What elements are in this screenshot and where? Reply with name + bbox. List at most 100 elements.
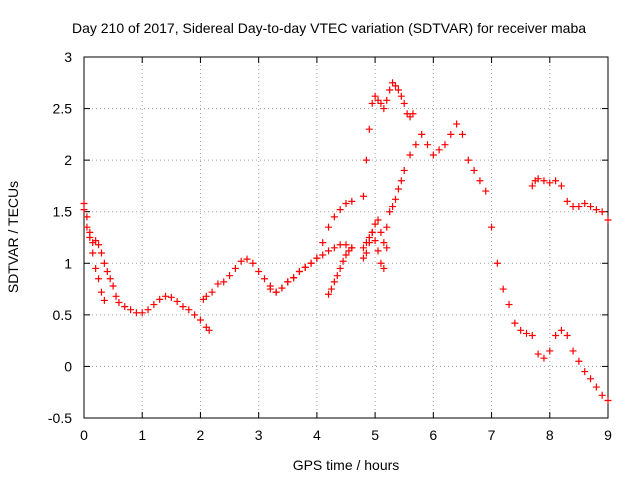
data-point (333, 272, 341, 280)
x-tick-label: 3 (255, 427, 263, 443)
data-point (173, 297, 181, 305)
data-point (220, 278, 228, 286)
data-point (374, 247, 382, 255)
data-point (374, 216, 382, 224)
data-point (470, 166, 478, 174)
data-point (534, 175, 542, 183)
data-point (162, 292, 170, 300)
data-point (435, 146, 443, 154)
data-point (598, 391, 606, 399)
data-point (493, 259, 501, 267)
data-point (208, 288, 216, 296)
data-point (325, 290, 333, 298)
data-point (546, 179, 554, 187)
data-point (505, 301, 513, 309)
data-point (380, 239, 388, 247)
y-tick-label: -0.5 (48, 410, 72, 426)
data-point (348, 197, 356, 205)
data-point (121, 303, 129, 311)
data-point (214, 280, 222, 288)
data-point (592, 206, 600, 214)
data-point (336, 264, 344, 272)
data-point (540, 177, 548, 185)
data-point (80, 206, 88, 214)
x-axis-label: GPS time / hours (293, 457, 400, 473)
data-point (330, 213, 338, 221)
data-point (522, 329, 530, 337)
data-point (604, 216, 612, 224)
data-point (95, 241, 103, 249)
data-point (540, 354, 548, 362)
data-point (202, 292, 210, 300)
data-point (115, 298, 123, 306)
series-track-g (359, 120, 612, 404)
data-point (464, 156, 472, 164)
data-point (278, 284, 286, 292)
data-point (552, 177, 560, 185)
data-point (150, 301, 158, 309)
data-point (284, 278, 292, 286)
data-point (569, 347, 577, 355)
data-point (103, 268, 111, 276)
data-point (391, 195, 399, 203)
x-tick-label: 0 (80, 427, 88, 443)
data-point (365, 234, 373, 241)
series-track-b (80, 206, 213, 334)
data-point (362, 249, 370, 257)
data-point (400, 99, 408, 107)
data-point (249, 259, 257, 267)
data-point (179, 303, 187, 311)
data-point (391, 82, 399, 90)
data-point (377, 99, 385, 107)
data-point (92, 264, 100, 272)
data-point (397, 177, 405, 185)
y-tick-label: 3 (64, 49, 72, 65)
x-tick-label: 7 (488, 427, 496, 443)
data-point (86, 234, 94, 241)
data-point (359, 254, 367, 262)
data-point (447, 130, 455, 138)
data-points (80, 79, 612, 404)
data-point (383, 223, 391, 231)
series-track-h (359, 228, 391, 272)
data-point (319, 251, 327, 259)
data-point (412, 141, 420, 149)
data-point (409, 110, 417, 118)
data-point (313, 254, 321, 262)
data-point (109, 282, 117, 290)
data-point (581, 368, 589, 376)
data-point (397, 92, 405, 100)
data-point (330, 244, 338, 252)
data-point (528, 331, 536, 339)
data-point (488, 223, 496, 231)
data-point (380, 105, 388, 113)
data-point (575, 203, 583, 211)
data-point (272, 288, 280, 296)
data-point (97, 249, 105, 257)
data-point (83, 223, 91, 231)
data-point (441, 141, 449, 149)
data-point (301, 263, 309, 271)
data-point (453, 120, 461, 128)
data-point (342, 241, 350, 249)
data-point (371, 220, 379, 228)
data-point (260, 275, 268, 283)
data-point (127, 306, 135, 314)
data-point (295, 268, 303, 276)
data-point (581, 199, 589, 207)
data-point (598, 208, 606, 216)
data-point (325, 247, 333, 255)
plot-frame (83, 56, 609, 419)
data-point (394, 86, 402, 94)
x-tick-label: 1 (138, 427, 146, 443)
data-point (342, 199, 350, 207)
data-point (383, 96, 391, 104)
axis-ticks: 0 1 2 3 4 5 6 7 8 9 -0.5 0 0.5 1 1.5 2 2.5 3 (48, 49, 612, 443)
data-point (339, 257, 347, 265)
data-point (307, 259, 315, 267)
series-track-f (359, 79, 417, 200)
y-tick-label: 0.5 (53, 307, 73, 323)
data-point (377, 228, 385, 236)
data-point (97, 288, 105, 296)
y-tick-label: 2 (64, 152, 72, 168)
